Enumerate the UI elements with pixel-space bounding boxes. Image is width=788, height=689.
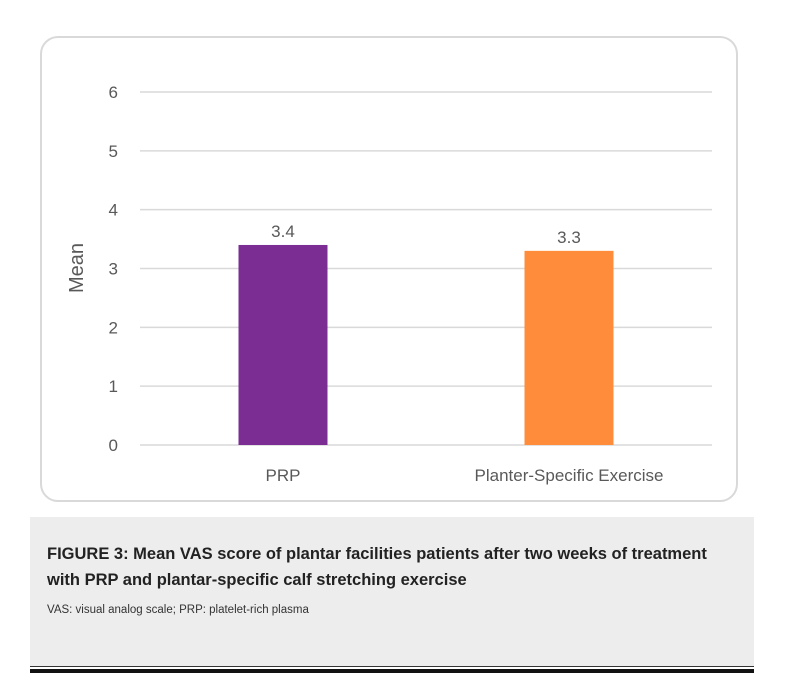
divider-thick <box>30 669 754 673</box>
gridlines <box>140 91 712 446</box>
data-label: 3.4 <box>271 222 295 241</box>
x-axis-ticks: PRP Planter-Specific Exercise <box>266 466 664 485</box>
figure-caption: FIGURE 3: Mean VAS score of plantar faci… <box>30 517 754 667</box>
y-tick-label: 2 <box>109 318 118 337</box>
bars <box>238 244 614 445</box>
y-tick-label: 1 <box>109 377 118 396</box>
y-axis-ticks: 0 1 2 3 4 5 6 <box>109 83 118 455</box>
y-tick-label: 0 <box>109 436 118 455</box>
bar-2 <box>524 250 614 445</box>
y-axis-label: Mean <box>66 243 88 293</box>
caption-note: VAS: visual analog scale; PRP: platelet-… <box>47 604 309 616</box>
x-tick-label: Planter-Specific Exercise <box>475 466 664 485</box>
divider-thin <box>30 666 754 667</box>
caption-title: FIGURE 3: Mean VAS score of plantar faci… <box>47 545 707 589</box>
y-tick-label: 6 <box>109 83 118 102</box>
y-tick-label: 3 <box>109 260 118 279</box>
data-labels: 3.4 3.3 <box>271 222 581 247</box>
y-tick-label: 5 <box>109 142 118 161</box>
bar-1 <box>238 244 328 445</box>
bar-chart: 0 1 2 3 4 5 6 3.4 3.3 PRP Planter-Specific Exerc… <box>66 83 712 485</box>
x-tick-label: PRP <box>266 466 301 485</box>
data-label: 3.3 <box>557 228 581 247</box>
y-tick-label: 4 <box>109 201 118 220</box>
